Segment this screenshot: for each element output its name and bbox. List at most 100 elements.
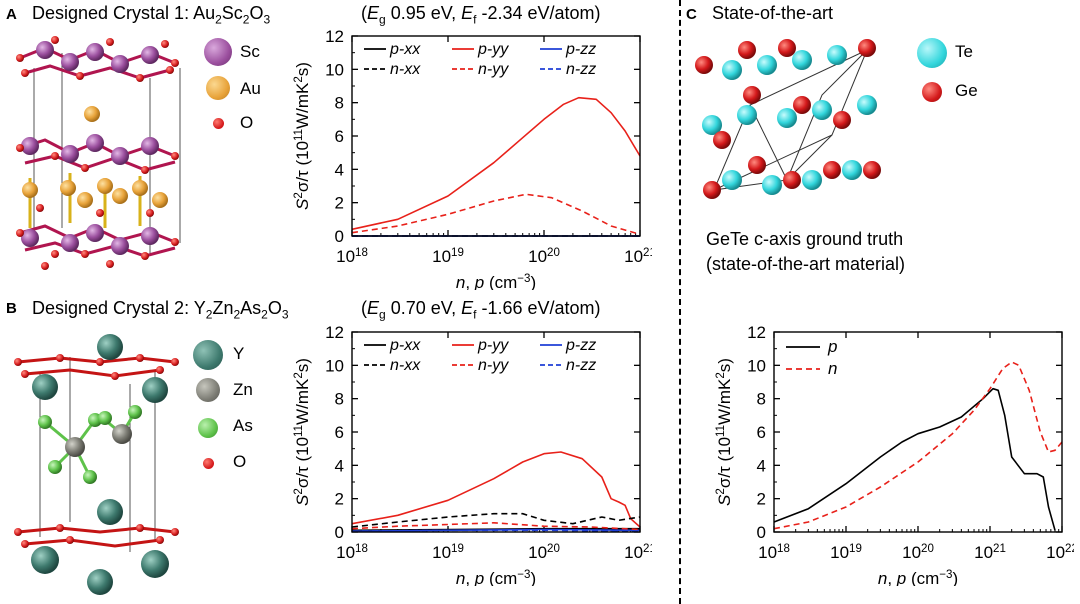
- zn-atom-icon: [196, 378, 220, 402]
- legend-ge-label: Ge: [955, 81, 978, 100]
- y-tick-label: 2: [335, 194, 344, 213]
- x-tick-label: 1021: [624, 543, 652, 562]
- o-atom-icon: [203, 458, 214, 469]
- legend-te-label: Te: [955, 42, 973, 61]
- y-tick-label: 10: [325, 356, 344, 375]
- legend-label: p-yy: [477, 337, 509, 354]
- panel-divider: [679, 0, 681, 604]
- y-tick-label: 12: [325, 27, 344, 46]
- x-tick-label: 1020: [528, 543, 560, 562]
- x-tick-label: 1021: [974, 543, 1006, 562]
- x-tick-label: 1018: [758, 543, 790, 562]
- series-n-yy: [351, 193, 641, 236]
- series-p-xx: [351, 527, 640, 532]
- legend-label: n-yy: [478, 61, 509, 78]
- x-tick-label: 1022: [1046, 543, 1074, 562]
- panel-c-caption-line1: GeTe c-axis ground truth: [706, 229, 904, 249]
- legend-au-label: Au: [240, 79, 261, 98]
- x-tick-label: 1018: [336, 247, 368, 266]
- y-tick-label: 0: [757, 523, 766, 542]
- y-tick-label: 6: [335, 423, 344, 442]
- chart-a: 0 2 4 6 8 10 12 1018 1019 1020 1021 p-xx p-yy p-zz n-x…: [293, 27, 652, 290]
- y-tick-label: 6: [335, 127, 344, 146]
- y-tick-label: 0: [335, 523, 344, 542]
- chart-c: 0 2 4 6 8 10 12 1018 1019 1020 1021 1022 pn S2σ/τ (10…: [715, 323, 1074, 586]
- panel-a-letter: A: [6, 6, 17, 23]
- plot-frame: [773, 331, 1063, 533]
- legend-label: p-yy: [477, 41, 509, 58]
- crystal-a-structure: [16, 36, 181, 270]
- series-n-yy: [351, 522, 641, 531]
- y-tick-label: 6: [757, 423, 766, 442]
- panel-c-caption-line2: (state-of-the-art material): [706, 254, 906, 274]
- x-tick-label: 1018: [336, 543, 368, 562]
- ge-atom-icon: [922, 82, 942, 102]
- legend-y-label: Y: [233, 344, 245, 363]
- x-tick-label: 1019: [830, 543, 862, 562]
- plot-frame: [351, 331, 641, 533]
- panel-a-props: (Eg 0.95 eV, Ef -2.34 eV/atom): [361, 3, 601, 27]
- series-p-yy: [351, 451, 641, 528]
- chart-b: 0 2 4 6 8 10 12 1018 1019 1020 1021 p-xx p-yy p-zz n-x…: [293, 323, 652, 586]
- legend-label: n-zz: [566, 61, 596, 78]
- legend-label: p-xx: [389, 41, 421, 58]
- series-n-xx: [351, 512, 641, 528]
- panel-b-props: (Eg 0.70 eV, Ef -1.66 eV/atom): [361, 298, 601, 322]
- series-p: [773, 387, 1056, 531]
- panel-b-title: Designed Crystal 2: Y2Zn2As2O3: [32, 298, 289, 322]
- series-n: [773, 361, 1063, 530]
- panel-b-letter: B: [6, 300, 17, 317]
- series-p-yy: [351, 96, 641, 231]
- panel-c-letter: C: [686, 6, 697, 23]
- series-n-zz: [351, 529, 641, 532]
- x-axis-label: n, p (cm−3): [456, 569, 536, 586]
- legend-label: n-zz: [566, 357, 596, 374]
- y-tick-label: 4: [757, 456, 766, 475]
- y-tick-label: 10: [325, 60, 344, 79]
- legend-label: n-xx: [390, 357, 421, 374]
- legend-as-label: As: [233, 416, 253, 435]
- y-tick-label: 0: [335, 227, 344, 246]
- y-tick-label: 10: [747, 356, 766, 375]
- y-atom-icon: [193, 340, 223, 370]
- y-tick-label: 4: [335, 160, 344, 179]
- x-tick-label: 1019: [432, 247, 464, 266]
- panel-c-title: State-of-the-art: [712, 3, 834, 23]
- o-atom-icon: [213, 118, 224, 129]
- y-tick-label: 2: [335, 490, 344, 509]
- x-tick-label: 1019: [432, 543, 464, 562]
- legend-label: p: [827, 337, 837, 356]
- legend-sc-label: Sc: [240, 42, 260, 61]
- crystal-c-structure: [695, 39, 881, 199]
- y-axis-label: S2σ/τ (1011W/mK2s): [293, 358, 312, 506]
- y-tick-label: 2: [757, 490, 766, 509]
- plot-frame: [351, 35, 641, 237]
- as-atom-icon: [198, 418, 218, 438]
- legend-label: p-zz: [565, 337, 596, 354]
- y-tick-label: 8: [335, 94, 344, 113]
- y-axis-label: S2σ/τ (1011W/mK2s): [293, 62, 312, 210]
- y-tick-label: 12: [325, 323, 344, 342]
- crystal-b-structure: [14, 334, 179, 595]
- y-axis-label: S2σ/τ (1011W/mK2s): [715, 358, 734, 506]
- te-atom-icon: [917, 38, 947, 68]
- au-atom-icon: [206, 76, 230, 100]
- panel-a-title: Designed Crystal 1: Au2Sc2O3: [32, 3, 271, 27]
- legend-label: n-yy: [478, 357, 509, 374]
- legend-label: p-xx: [389, 337, 421, 354]
- y-tick-label: 8: [757, 390, 766, 409]
- legend-label: n-xx: [390, 61, 421, 78]
- x-axis-label: n, p (cm−3): [456, 273, 536, 290]
- x-tick-label: 1020: [528, 247, 560, 266]
- x-tick-label: 1020: [902, 543, 934, 562]
- x-tick-label: 1021: [624, 247, 652, 266]
- legend-o-label: O: [240, 113, 254, 132]
- legend-label: p-zz: [565, 41, 596, 58]
- legend-o-label: O: [233, 452, 247, 471]
- x-axis-label: n, p (cm−3): [878, 569, 958, 586]
- y-tick-label: 4: [335, 456, 344, 475]
- legend-label: n: [828, 359, 837, 378]
- legend-zn-label: Zn: [233, 380, 253, 399]
- sc-atom-icon: [204, 38, 232, 66]
- y-tick-label: 8: [335, 390, 344, 409]
